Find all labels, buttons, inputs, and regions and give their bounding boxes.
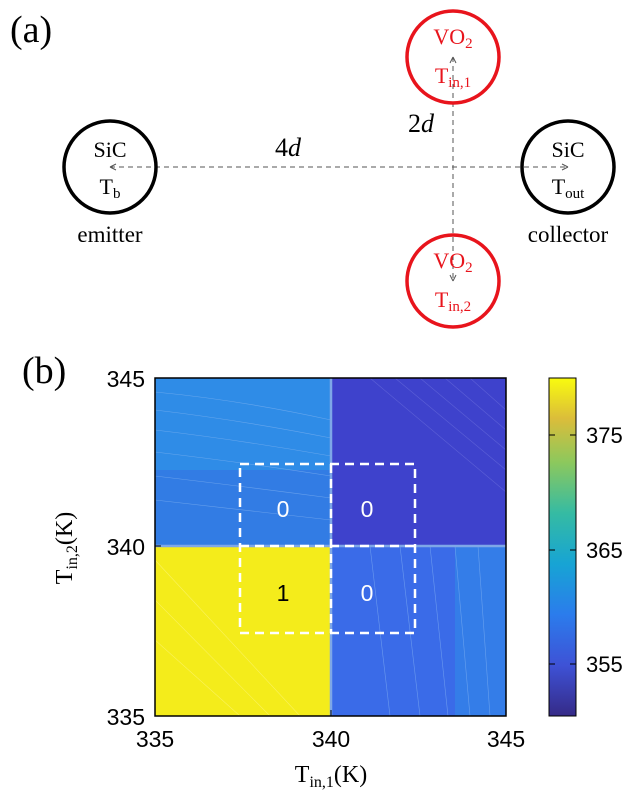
collector-node: SiC Tout collector [520, 119, 616, 247]
colorbar-ticks [549, 434, 576, 665]
emitter-temperature: Tb [100, 174, 121, 202]
axis-ticks [154, 377, 507, 717]
insulator-bottom-material: VO2 [433, 248, 472, 276]
insulator-top-temperature: Tin,1 [435, 63, 471, 91]
contours-top-right [369, 378, 506, 493]
down-arrow-icon [449, 274, 457, 282]
emitter-label: emitter [77, 222, 142, 247]
vertical-distance-label: 2d [408, 109, 435, 138]
region-top-right [331, 378, 506, 546]
x-tick-label: 345 [487, 726, 525, 752]
y-tick-label: 335 [107, 704, 145, 730]
logic-label-top-right: 0 [361, 496, 374, 522]
region-top-left [155, 378, 331, 546]
colorbar-tick-label: 365 [586, 538, 623, 563]
contours-bottom-right [369, 546, 491, 716]
collector-label: collector [528, 222, 609, 247]
up-arrow-icon [449, 56, 457, 64]
horizontal-distance-label: 4d [275, 133, 302, 162]
y-tick-label: 345 [107, 366, 145, 392]
y-axis-label: Tin,2(K) [52, 512, 81, 584]
contours-bottom-left [155, 559, 301, 716]
logic-label-bottom-right: 0 [361, 580, 374, 606]
insulator-top-material: VO2 [433, 24, 472, 52]
left-arrow-icon [109, 163, 117, 171]
right-arrow-icon [561, 163, 569, 171]
collector-circle [520, 119, 616, 215]
x-axis-label: Tin,1(K) [295, 762, 367, 791]
y-tick-label: 340 [107, 534, 145, 560]
region-bottom-right-shade [455, 546, 506, 716]
emitter-material: SiC [93, 137, 126, 162]
x-tick-label: 335 [136, 726, 174, 752]
insulator-top-circle [405, 9, 501, 105]
colorbar-tick-label: 355 [586, 652, 623, 677]
collector-temperature: Tout [552, 174, 585, 202]
panel-a-label: (a) [10, 9, 52, 51]
region-bottom-left [155, 546, 331, 716]
region-top-left-shade [155, 470, 331, 546]
emitter-circle [62, 119, 158, 215]
logic-label-top-left: 0 [277, 496, 290, 522]
panel-a: (a) SiC Tb emitter SiC Tout collector VO… [10, 9, 616, 329]
emitter-node: SiC Tb emitter [62, 119, 158, 247]
insulator-bottom-node: VO2 Tin,2 [405, 233, 501, 329]
x-tick-label: 340 [312, 726, 350, 752]
insulator-bottom-temperature: Tin,2 [435, 287, 471, 315]
insulator-bottom-circle [405, 233, 501, 329]
collector-material: SiC [551, 137, 584, 162]
colorbar-tick-label: 375 [586, 423, 623, 448]
logic-label-bottom-left: 1 [277, 580, 290, 606]
panel-b: (b) 0 [22, 350, 623, 791]
panel-b-label: (b) [22, 350, 66, 392]
logic-dashed-box [238, 462, 417, 635]
insulator-top-node: VO2 Tin,1 [405, 9, 501, 105]
colorbar [548, 377, 577, 717]
